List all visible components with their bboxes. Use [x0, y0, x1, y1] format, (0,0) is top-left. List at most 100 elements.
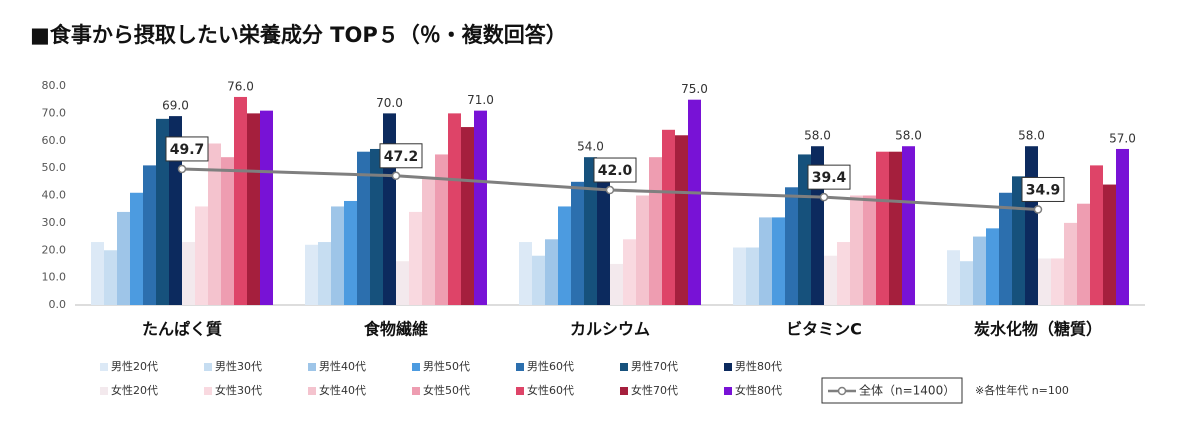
bar: [234, 96, 247, 305]
legend-swatch: [412, 387, 420, 395]
bar: [798, 154, 811, 305]
overall-marker: [819, 192, 829, 202]
bar: [143, 165, 156, 305]
bar: [195, 206, 208, 305]
bar: [675, 135, 688, 305]
bar: [1116, 148, 1129, 305]
bar: [662, 129, 675, 305]
bar: [396, 261, 409, 305]
value-label: 69.0: [162, 99, 189, 113]
legend-label: 男性20代: [111, 359, 158, 373]
bar: [91, 242, 104, 305]
bar: [623, 239, 636, 305]
overall-label-box: [379, 143, 423, 169]
value-label: 58.0: [895, 129, 922, 143]
legend-label: 全体（n=1400）: [859, 383, 955, 398]
legend-label: 男性40代: [319, 359, 366, 373]
legend-label: 女性70代: [631, 383, 678, 397]
bar: [331, 206, 344, 305]
legend-swatch: [308, 387, 316, 395]
legend-swatch: [516, 363, 524, 371]
overall-marker: [1033, 205, 1043, 214]
legend-label: 女性60代: [527, 383, 574, 397]
bar: [357, 151, 370, 305]
legend-swatch: [100, 387, 108, 395]
legend-label: 女性50代: [423, 383, 470, 397]
legend-label: 女性20代: [111, 383, 158, 397]
bar: [597, 159, 610, 305]
overall-label-box: [593, 157, 637, 183]
bar: [409, 211, 422, 305]
bar: [247, 113, 260, 305]
legend-swatch: [100, 363, 108, 371]
bar: [837, 242, 850, 305]
bar: [169, 116, 182, 305]
value-label: 58.0: [1018, 129, 1045, 143]
bar: [876, 151, 889, 305]
note: ※各性年代 n=100: [975, 383, 1069, 397]
legend-swatch: [724, 363, 732, 371]
bar: [370, 148, 383, 305]
bar: [461, 127, 474, 305]
legend-label: 女性40代: [319, 383, 366, 397]
bar: [448, 113, 461, 305]
bar: [947, 250, 960, 305]
bar: [785, 187, 798, 305]
value-label: 58.0: [804, 129, 831, 143]
y-tick-label: 0.0: [49, 298, 67, 311]
legend-marker: [837, 386, 847, 396]
x-tick-label: ビタミンC: [786, 320, 862, 339]
bar: [863, 195, 876, 305]
bar: [733, 247, 746, 305]
bar: [156, 118, 169, 305]
bar: [422, 179, 435, 305]
bar: [610, 263, 623, 305]
bar: [260, 110, 273, 305]
overall-label: 47.2: [384, 149, 419, 165]
bar: [649, 157, 662, 305]
y-tick-label: 40.0: [42, 189, 67, 202]
bar: [344, 200, 357, 305]
bar: [208, 143, 221, 305]
y-tick-label: 60.0: [42, 134, 67, 147]
overall-label-box: [1021, 176, 1065, 202]
bar: [474, 110, 487, 305]
bar: [986, 228, 999, 305]
bar: [746, 247, 759, 305]
bar: [889, 151, 902, 305]
legend-swatch: [620, 387, 628, 395]
bar: [759, 217, 772, 305]
legend-label: 女性30代: [215, 383, 262, 397]
legend-swatch: [620, 363, 628, 371]
legend-swatch: [412, 363, 420, 371]
overall-label: 49.7: [170, 142, 205, 158]
bar: [999, 192, 1012, 305]
legend-swatch: [516, 387, 524, 395]
bar: [850, 195, 863, 305]
bar: [104, 250, 117, 305]
bar: [383, 113, 396, 305]
overall-marker: [391, 171, 401, 181]
overall-label: 39.4: [812, 170, 847, 186]
bar: [1038, 258, 1051, 305]
overall-legend-box: [821, 377, 963, 404]
legend-label: 男性70代: [631, 359, 678, 373]
bar: [1025, 146, 1038, 305]
overall-label: 42.0: [598, 163, 633, 179]
bar: [1051, 258, 1064, 305]
value-label: 71.0: [467, 93, 494, 107]
legend-swatch: [204, 363, 212, 371]
legend-swatch: [204, 387, 212, 395]
bar: [182, 242, 195, 305]
bar: [1064, 222, 1077, 305]
bar: [545, 239, 558, 305]
legend-label: 女性80代: [735, 383, 782, 397]
x-tick-label: 食物繊維: [363, 320, 428, 339]
bar: [902, 146, 915, 305]
y-tick-label: 10.0: [42, 271, 67, 284]
bar: [584, 157, 597, 305]
legend-swatch: [724, 387, 732, 395]
legend-label: 男性60代: [527, 359, 574, 373]
bar: [1090, 165, 1103, 305]
